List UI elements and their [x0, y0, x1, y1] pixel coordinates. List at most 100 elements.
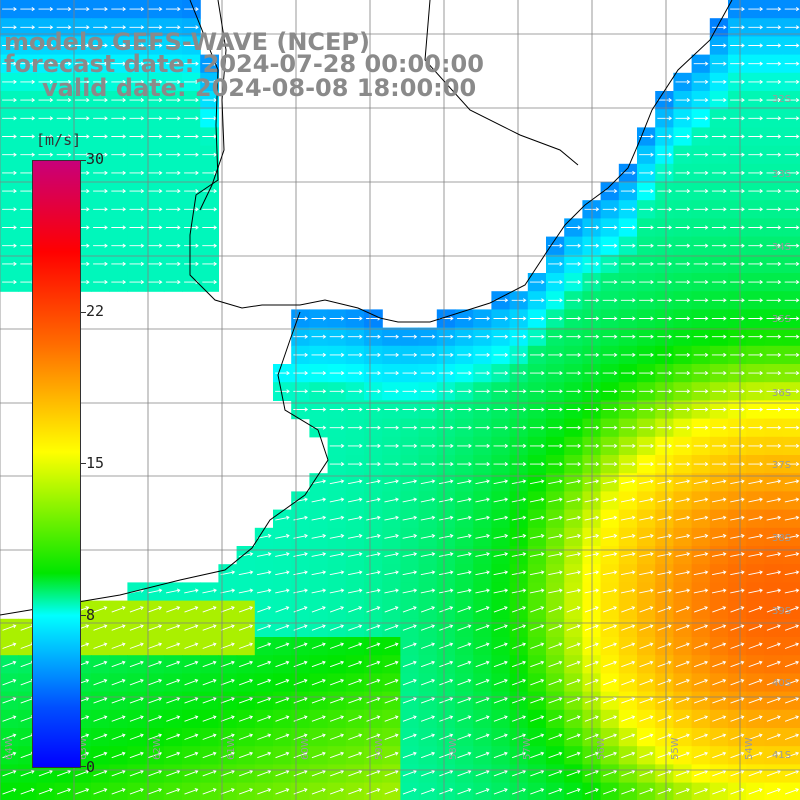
wind-arrow: [184, 733, 199, 740]
wind-arrow: [220, 570, 236, 576]
wind-arrow: [147, 642, 163, 649]
longitude-label: 59W: [374, 737, 385, 760]
wind-arrow: [602, 225, 618, 230]
wind-arrow: [166, 642, 181, 649]
wind-arrow: [257, 642, 272, 649]
wind-arrow: [602, 207, 618, 212]
wind-arrow: [493, 425, 509, 430]
river-boundary: [199, 0, 227, 211]
wind-arrow: [602, 588, 618, 594]
wind-arrow: [766, 624, 781, 631]
wind-arrow: [675, 588, 691, 594]
wind-arrow: [766, 443, 782, 448]
wind-arrow: [584, 751, 599, 759]
wind-arrow: [348, 606, 363, 613]
wind-arrow: [366, 352, 381, 357]
wind-arrow: [639, 515, 654, 521]
wind-arrow: [566, 660, 581, 668]
wind-arrow: [584, 552, 600, 557]
wind-arrow: [493, 769, 508, 777]
wind-arrow: [420, 624, 436, 631]
wind-arrow: [748, 697, 763, 704]
wind-arrow: [657, 116, 673, 121]
wind-arrow: [548, 443, 563, 448]
wind-arrow: [602, 407, 618, 412]
wind-arrow: [366, 588, 381, 594]
wind-arrow: [2, 751, 17, 759]
wind-arrow: [511, 389, 527, 394]
wind-arrow: [711, 98, 727, 103]
wind-arrow: [220, 769, 235, 777]
wind-arrow: [275, 697, 290, 704]
wind-arrow: [784, 660, 800, 668]
wind-arrow: [38, 769, 53, 777]
wind-arrow: [693, 352, 709, 357]
wind-arrow: [147, 207, 163, 212]
wind-arrow: [329, 497, 345, 503]
wind-arrow: [566, 769, 581, 777]
wind-arrow: [711, 261, 727, 266]
wind-arrow: [748, 479, 763, 485]
wind-arrow: [311, 788, 326, 795]
wind-arrow: [657, 715, 672, 722]
wind-arrow: [457, 642, 472, 649]
wind-arrow: [275, 678, 290, 686]
wind-arrow: [129, 152, 145, 157]
wind-arrow: [621, 715, 636, 722]
wind-arrow: [566, 298, 582, 303]
wind-arrow: [457, 389, 472, 394]
wind-arrow: [639, 533, 654, 539]
wind-arrow: [730, 316, 745, 321]
wind-arrow: [493, 642, 508, 649]
wind-arrow: [438, 371, 454, 376]
wind-arrow: [220, 642, 235, 649]
wind-arrow: [693, 334, 709, 339]
wind-arrow: [730, 533, 745, 539]
wind-arrow: [548, 389, 563, 394]
longitude-label: 57W: [522, 737, 533, 760]
wind-arrow: [639, 298, 654, 303]
wind-arrow: [238, 715, 254, 722]
wind-arrow: [529, 533, 545, 539]
wind-arrow: [111, 733, 126, 740]
wind-arrow: [129, 733, 144, 740]
wind-arrow: [2, 715, 17, 722]
wind-arrow: [75, 788, 90, 795]
wind-arrow: [748, 642, 763, 649]
colorbar-tick-mark: [80, 312, 86, 313]
wind-arrow: [748, 352, 764, 357]
wind-arrow: [511, 552, 527, 557]
wind-arrow: [384, 678, 399, 686]
wind-arrow: [384, 425, 400, 430]
wind-arrow: [602, 533, 618, 539]
wind-arrow: [584, 642, 599, 649]
wind-arrow: [439, 715, 454, 722]
wind-arrow: [475, 588, 490, 594]
wind-arrow: [766, 134, 782, 139]
wind-arrow: [766, 462, 782, 467]
wind-arrow: [639, 751, 654, 759]
wind-arrow: [602, 389, 618, 394]
wind-arrow: [111, 261, 127, 266]
wind-arrow: [384, 552, 399, 557]
wind-arrow: [530, 697, 545, 704]
wind-arrow: [730, 389, 745, 394]
wind-arrow: [420, 352, 436, 357]
wind-arrow: [439, 733, 454, 740]
wind-arrow: [584, 352, 600, 357]
wind-arrow: [730, 678, 745, 686]
wind-arrow: [384, 751, 399, 759]
wind-arrow: [711, 207, 727, 212]
wind-arrow: [475, 788, 490, 795]
wind-arrow: [620, 280, 636, 285]
wind-arrow: [111, 642, 126, 649]
wind-arrow: [748, 389, 764, 394]
wind-arrow: [347, 389, 363, 394]
wind-arrow: [493, 570, 509, 576]
wind-arrow: [329, 642, 345, 649]
wind-arrow: [165, 116, 181, 121]
wind-arrow: [329, 443, 345, 448]
longitude-label: 56W: [596, 737, 607, 760]
wind-arrow: [511, 515, 527, 521]
wind-arrow: [711, 61, 727, 66]
